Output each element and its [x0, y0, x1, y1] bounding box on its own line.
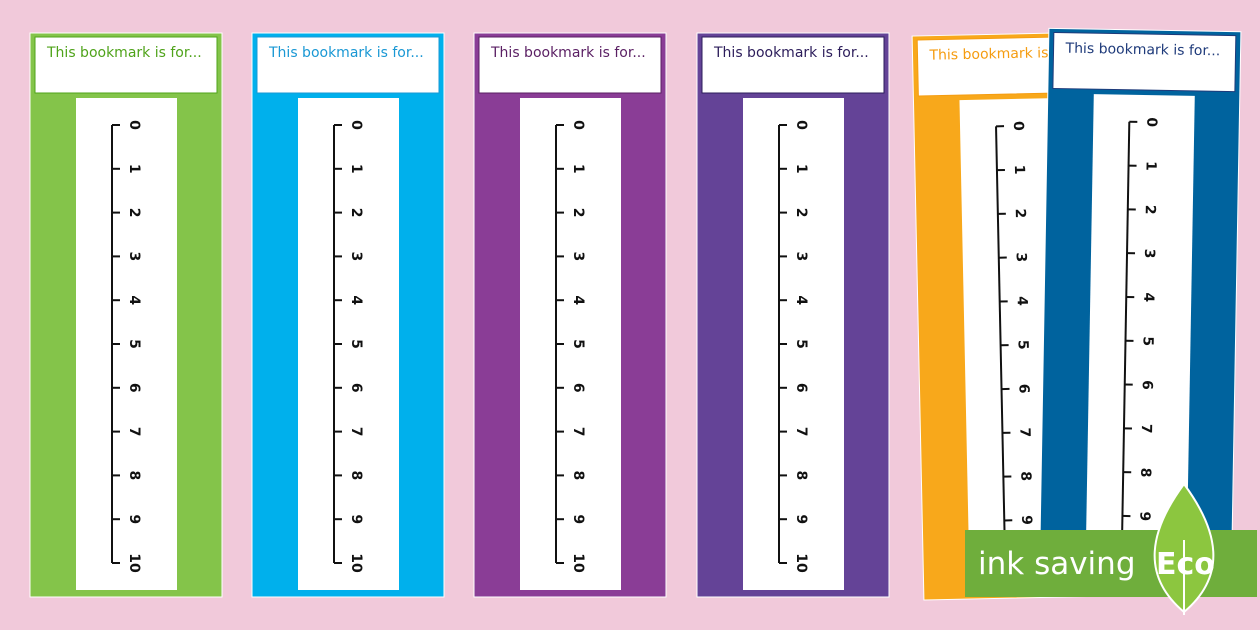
ruler-number: 3 [348, 252, 364, 262]
ruler-number: 7 [126, 427, 142, 437]
ruler-number: 10 [348, 553, 364, 573]
ruler-number: 6 [126, 383, 142, 393]
bookmarks: This bookmark is for...012345678910This … [29, 27, 1242, 601]
ruler-number: 3 [1013, 252, 1029, 262]
ruler-number: 1 [1011, 165, 1027, 175]
ruler-number: 7 [1016, 427, 1032, 437]
ruler-number: 5 [126, 339, 142, 349]
ruler-number: 9 [348, 514, 364, 524]
ruler-number: 0 [1010, 121, 1026, 131]
ruler-number: 1 [348, 164, 364, 174]
bookmark: This bookmark is for... 0 1 2 3 4 5 6 7 8 9 10 [696, 32, 890, 598]
ruler-number: 5 [1139, 336, 1155, 346]
ruler-strip [76, 98, 177, 590]
ruler-number: 2 [348, 208, 364, 218]
ruler-number: 9 [1136, 511, 1152, 521]
bookmark-title: This bookmark is for... [928, 44, 1084, 63]
bookmark: This bookmark is for... 0 1 2 3 4 5 6 7 8 9 10 [29, 32, 223, 598]
bookmark-title: This bookmark is for... [713, 45, 869, 61]
ruler-number: 0 [570, 120, 586, 130]
ruler-number: 0 [793, 120, 809, 130]
ruler-number: 9 [570, 514, 586, 524]
ruler-number: 4 [570, 295, 586, 305]
ruler-number: 2 [126, 208, 142, 218]
ruler-number: 2 [1012, 208, 1028, 218]
ruler-number: 4 [1140, 292, 1156, 302]
ruler-number: 2 [1142, 205, 1158, 215]
ruler-number: 2 [570, 208, 586, 218]
ruler-number: 6 [348, 383, 364, 393]
ruler-line [1120, 121, 1131, 560]
ruler-number: 1 [793, 164, 809, 174]
ruler-number: 10 [793, 553, 809, 573]
ruler-number: 10 [126, 553, 142, 573]
ruler-number: 7 [348, 427, 364, 437]
ruler-number: 4 [126, 295, 142, 305]
name-box [701, 36, 885, 94]
ruler-number: 0 [1143, 117, 1159, 127]
ruler-number: 6 [1015, 384, 1031, 394]
ruler-number: 2 [793, 208, 809, 218]
ruler-number: 1 [570, 164, 586, 174]
ruler-number: 6 [570, 383, 586, 393]
ruler-number: 1 [1142, 161, 1158, 171]
ruler-strip [1085, 94, 1195, 588]
name-box [34, 36, 218, 94]
badge-label: ink saving [978, 546, 1136, 582]
ruler-number: 5 [348, 339, 364, 349]
ruler-number: 10 [570, 553, 586, 573]
ruler-number: 3 [793, 252, 809, 262]
bookmark-title: This bookmark is for... [1064, 41, 1220, 60]
ruler-number: 5 [570, 339, 586, 349]
ruler-strip [743, 98, 844, 590]
ruler-number: 8 [348, 471, 364, 481]
ruler-number: 7 [1138, 424, 1154, 434]
bookmark: This bookmark is for... 0 1 2 3 4 5 6 7 8 9 10 [473, 32, 667, 598]
ruler-number: 0 [126, 120, 142, 130]
ruler-number: 4 [1014, 296, 1030, 306]
ruler-number: 8 [570, 471, 586, 481]
bookmark: This bookmark is for... 0 1 2 3 4 5 6 7 8 9 10 [251, 32, 445, 598]
bookmark-title: This bookmark is for... [46, 45, 202, 61]
name-box [1052, 31, 1237, 93]
ruler-number: 6 [1139, 380, 1155, 390]
ruler-number: 4 [793, 295, 809, 305]
ruler-number: 3 [570, 252, 586, 262]
ruler-number: 8 [1017, 471, 1033, 481]
ruler-number: 4 [348, 295, 364, 305]
bookmark-title: This bookmark is for... [490, 45, 646, 61]
ruler-number: 5 [793, 339, 809, 349]
badge-eco: Eco [1156, 547, 1215, 582]
ruler-number: 1 [126, 164, 142, 174]
ruler-number: 8 [793, 471, 809, 481]
ruler-number: 5 [1015, 340, 1031, 350]
ruler-number: 9 [126, 514, 142, 524]
bookmark-title: This bookmark is for... [268, 45, 424, 61]
eco-badge: ink saving Eco [965, 482, 1257, 615]
ruler-number: 7 [570, 427, 586, 437]
ruler-number: 0 [348, 120, 364, 130]
ruler-number: 8 [126, 471, 142, 481]
ruler-strip [298, 98, 399, 590]
name-box [478, 36, 662, 94]
ruler-number: 9 [1018, 515, 1034, 525]
name-box [256, 36, 440, 94]
ruler-number: 3 [1141, 249, 1157, 259]
ruler-number: 9 [793, 514, 809, 524]
ruler-number: 6 [793, 383, 809, 393]
ruler-number: 3 [126, 252, 142, 262]
ruler-number: 7 [793, 427, 809, 437]
ruler-number: 8 [1137, 468, 1153, 478]
ruler-strip [520, 98, 621, 590]
